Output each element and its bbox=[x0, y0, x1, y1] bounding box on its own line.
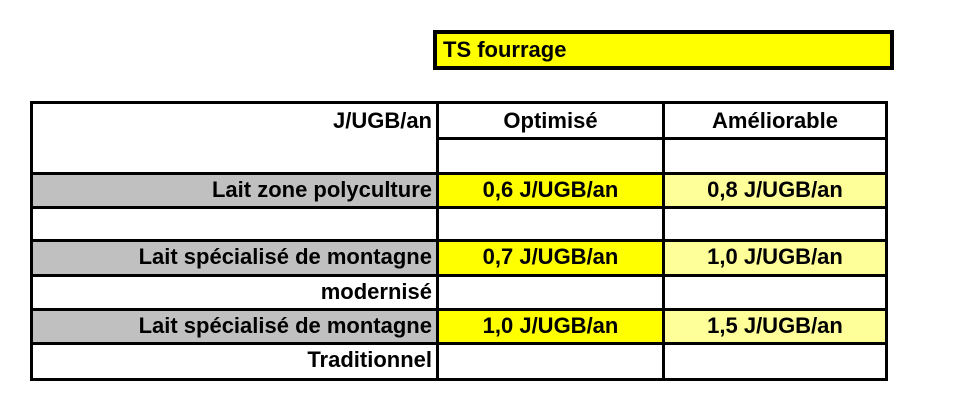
row-polyculture-ameliorable: 0,8 J/UGB/an bbox=[665, 175, 885, 206]
title-text: TS fourrage bbox=[443, 37, 567, 62]
data-table: J/UGB/an Optimisé Améliorable Lait zone … bbox=[30, 101, 888, 381]
grid-divider-horizontal bbox=[33, 172, 885, 175]
row-label-montagne-modernise-cont: modernisé bbox=[320, 279, 432, 304]
row-label-montagne-traditionnel-cont: Traditionnel bbox=[307, 347, 432, 372]
row-traditionnel-ameliorable: 1,5 J/UGB/an bbox=[665, 311, 885, 342]
header-ameliorable: Améliorable bbox=[712, 108, 838, 133]
title-box: TS fourrage bbox=[433, 30, 894, 70]
header-optimise: Optimisé bbox=[503, 108, 598, 133]
row-label-polyculture: Lait zone polyculture bbox=[33, 175, 436, 206]
row-modernise-optimise: 0,7 J/UGB/an bbox=[439, 242, 662, 274]
grid-divider-horizontal bbox=[33, 342, 885, 345]
grid-divider-horizontal bbox=[33, 274, 885, 277]
grid-divider-horizontal bbox=[33, 239, 885, 242]
row-label-montagne-modernise: Lait spécialisé de montagne bbox=[33, 242, 436, 274]
grid-divider-horizontal bbox=[436, 137, 885, 140]
grid-divider-horizontal bbox=[33, 206, 885, 209]
row-modernise-ameliorable: 1,0 J/UGB/an bbox=[665, 242, 885, 274]
row-traditionnel-optimise: 1,0 J/UGB/an bbox=[439, 311, 662, 342]
row-polyculture-optimise: 0,6 J/UGB/an bbox=[439, 175, 662, 206]
grid-divider-horizontal bbox=[33, 308, 885, 311]
row-label-montagne-traditionnel: Lait spécialisé de montagne bbox=[33, 311, 436, 342]
header-corner-label: J/UGB/an bbox=[332, 108, 432, 133]
